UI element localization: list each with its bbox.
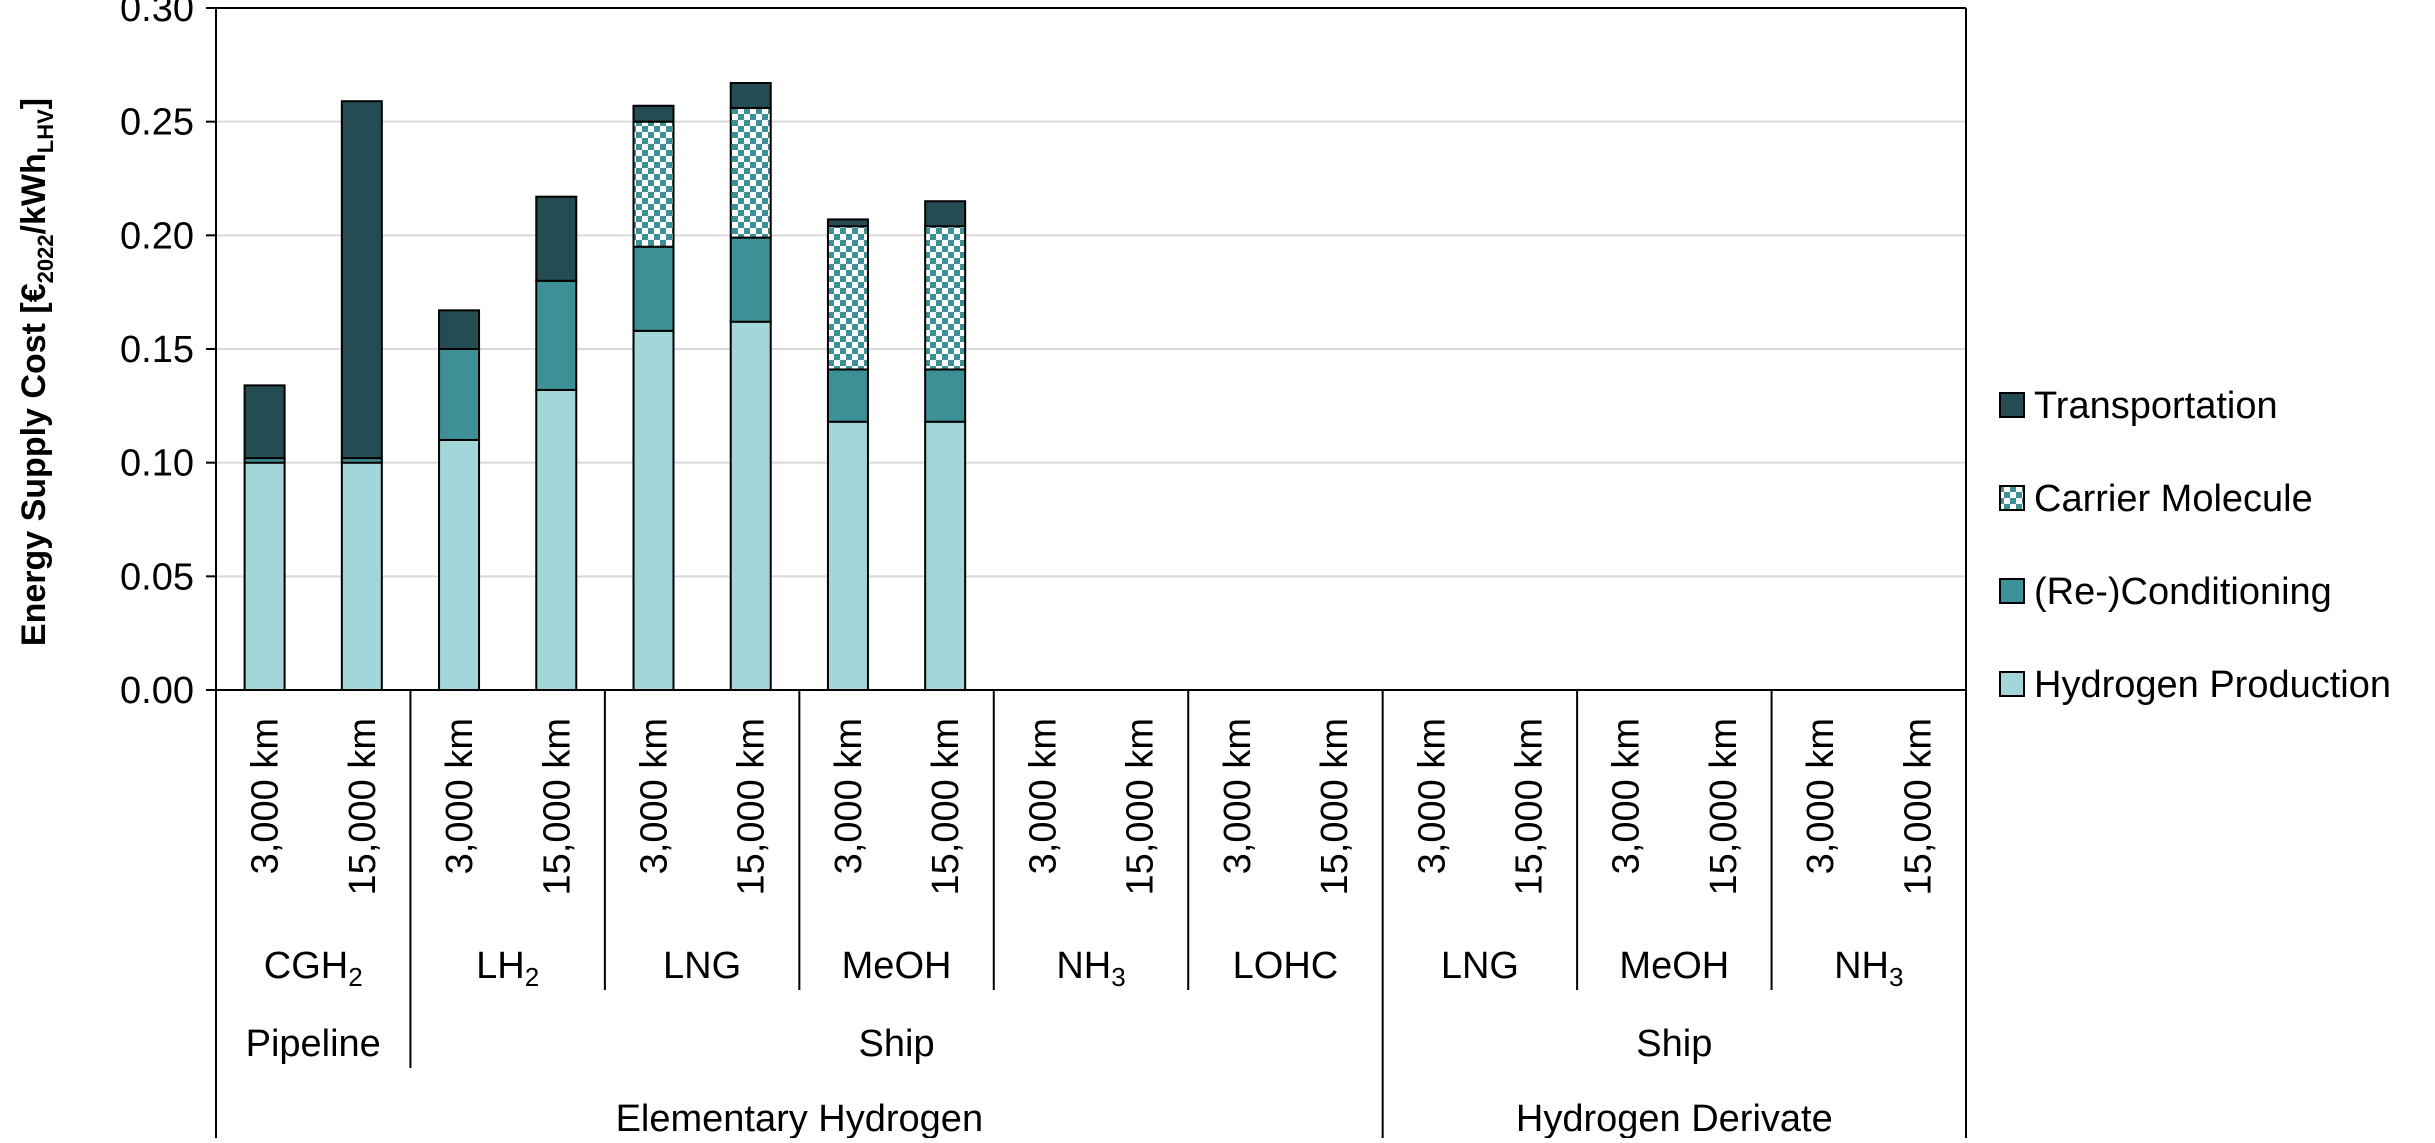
carrier-label: LH2 [476, 945, 539, 992]
x-category-label: 15,000 km [1703, 718, 1745, 895]
bar-segment-re-conditioning [729, 236, 772, 323]
group-labels: Elementary Hydrogen Hydrogen Derivate [616, 1098, 1833, 1140]
bar-segment-carrier-molecule [826, 225, 869, 371]
carrier-label: MeOH [842, 945, 952, 987]
bar-segment-hydrogen-production [632, 329, 675, 691]
hydrogen-group-label: Elementary Hydrogen [616, 1098, 984, 1138]
bar-segment-hydrogen-production [340, 461, 383, 691]
bar-segment-hydrogen-production [438, 438, 481, 691]
carrier-label: LNG [663, 945, 741, 987]
y-tick-label: 0.20 [120, 215, 194, 257]
y-tick-labels: 0.00 0.05 0.10 0.15 0.20 0.25 0.30 [120, 0, 216, 712]
hydrogen-group-label: Hydrogen Derivate [1516, 1098, 1833, 1138]
bar-segment-hydrogen-production [826, 420, 869, 691]
axes [215, 7, 1967, 1138]
x-category-label: 3,000 km [245, 718, 287, 874]
legend-swatch [1999, 671, 2025, 697]
legend-label: Carrier Molecule [2034, 478, 2313, 520]
bar-segment-re-conditioning [826, 368, 869, 423]
y-axis-label-sub: 2022 [33, 234, 58, 283]
legend-swatch [1999, 392, 2025, 418]
bar-segment-carrier-molecule [729, 107, 772, 239]
bar-segment-hydrogen-production [243, 461, 286, 691]
y-axis-label-part: ] [15, 98, 53, 109]
x-category-label: 15,000 km [1509, 718, 1551, 895]
bar-segment-re-conditioning [535, 279, 578, 391]
bar-segment-carrier-molecule [632, 120, 675, 248]
legend-label: Hydrogen Production [2034, 664, 2391, 706]
y-tick-label: 0.25 [120, 102, 194, 144]
y-tick-label: 0.30 [120, 0, 194, 30]
mode-labels: Pipeline Ship Ship [246, 1023, 1713, 1065]
carrier-label: LOHC [1233, 945, 1339, 987]
y-tick-label: 0.10 [120, 443, 194, 485]
legend-swatch [1999, 485, 2025, 511]
y-tick-label: 0.00 [120, 670, 194, 712]
legend: Transportation Carrier Molecule (Re-)Condi… [1999, 385, 2391, 706]
legend-label: (Re-)Conditioning [2034, 571, 2332, 613]
x-category-label: 15,000 km [536, 718, 578, 895]
carrier-label: NH3 [1056, 945, 1125, 992]
transport-mode-label: Pipeline [246, 1023, 381, 1065]
bar-segment-transportation [340, 100, 383, 460]
x-category-label: 3,000 km [634, 718, 676, 874]
x-category-labels: 3,000 km 15,000 km 3,000 km 15,000 km 3,000 … [245, 718, 1940, 895]
x-category-label: 3,000 km [1022, 718, 1064, 874]
y-axis-label-part: Energy Supply Cost [€ [15, 283, 53, 646]
x-category-label: 15,000 km [1120, 718, 1162, 895]
x-category-label: 3,000 km [1606, 718, 1648, 874]
x-category-label: 3,000 km [1800, 718, 1842, 874]
bar-segment-carrier-molecule [924, 225, 967, 371]
x-category-label: 15,000 km [925, 718, 967, 895]
bar-segment-transportation [243, 384, 286, 460]
x-category-label: 15,000 km [1314, 718, 1356, 895]
transport-mode-label: Ship [859, 1023, 935, 1065]
x-category-label: 3,000 km [1411, 718, 1453, 874]
x-category-label: 15,000 km [342, 718, 384, 895]
carrier-label: LNG [1441, 945, 1519, 987]
y-axis-label: Energy Supply Cost [€2022/kWhLHV] [15, 98, 58, 646]
bar-segment-transportation [729, 82, 772, 110]
bar-segment-transportation [438, 309, 481, 350]
bar-segment-re-conditioning [632, 245, 675, 332]
bar-segment-hydrogen-production [729, 320, 772, 691]
bar-segment-transportation [632, 104, 675, 123]
bar-segment-hydrogen-production [924, 420, 967, 691]
bar-segment-transportation [535, 195, 578, 282]
x-category-label: 3,000 km [828, 718, 870, 874]
bar-segment-re-conditioning [438, 348, 481, 441]
y-axis-label-sub: LHV [33, 109, 58, 153]
transport-mode-label: Ship [1636, 1023, 1712, 1065]
y-axis-label-part: /kWh [15, 153, 53, 234]
bars [243, 82, 967, 691]
y-tick-label: 0.15 [120, 329, 194, 371]
carrier-label: MeOH [1619, 945, 1729, 987]
legend-label: Transportation [2034, 385, 2278, 427]
x-category-label: 15,000 km [731, 718, 773, 895]
x-category-label: 15,000 km [1897, 718, 1939, 895]
bar-segment-transportation [924, 200, 967, 228]
bar-segment-hydrogen-production [535, 388, 578, 691]
bar-segment-transportation [826, 218, 869, 228]
carrier-labels: CGH2 LH2 LNG MeOH NH3 LOHC LNG MeOH NH3 [264, 945, 1904, 992]
legend-swatch [1999, 578, 2025, 604]
bar-segment-re-conditioning [924, 368, 967, 423]
carrier-label: NH3 [1834, 945, 1903, 992]
y-tick-label: 0.05 [120, 556, 194, 598]
x-category-label: 3,000 km [1217, 718, 1259, 874]
carrier-label: CGH2 [264, 945, 363, 992]
x-category-label: 3,000 km [439, 718, 481, 874]
